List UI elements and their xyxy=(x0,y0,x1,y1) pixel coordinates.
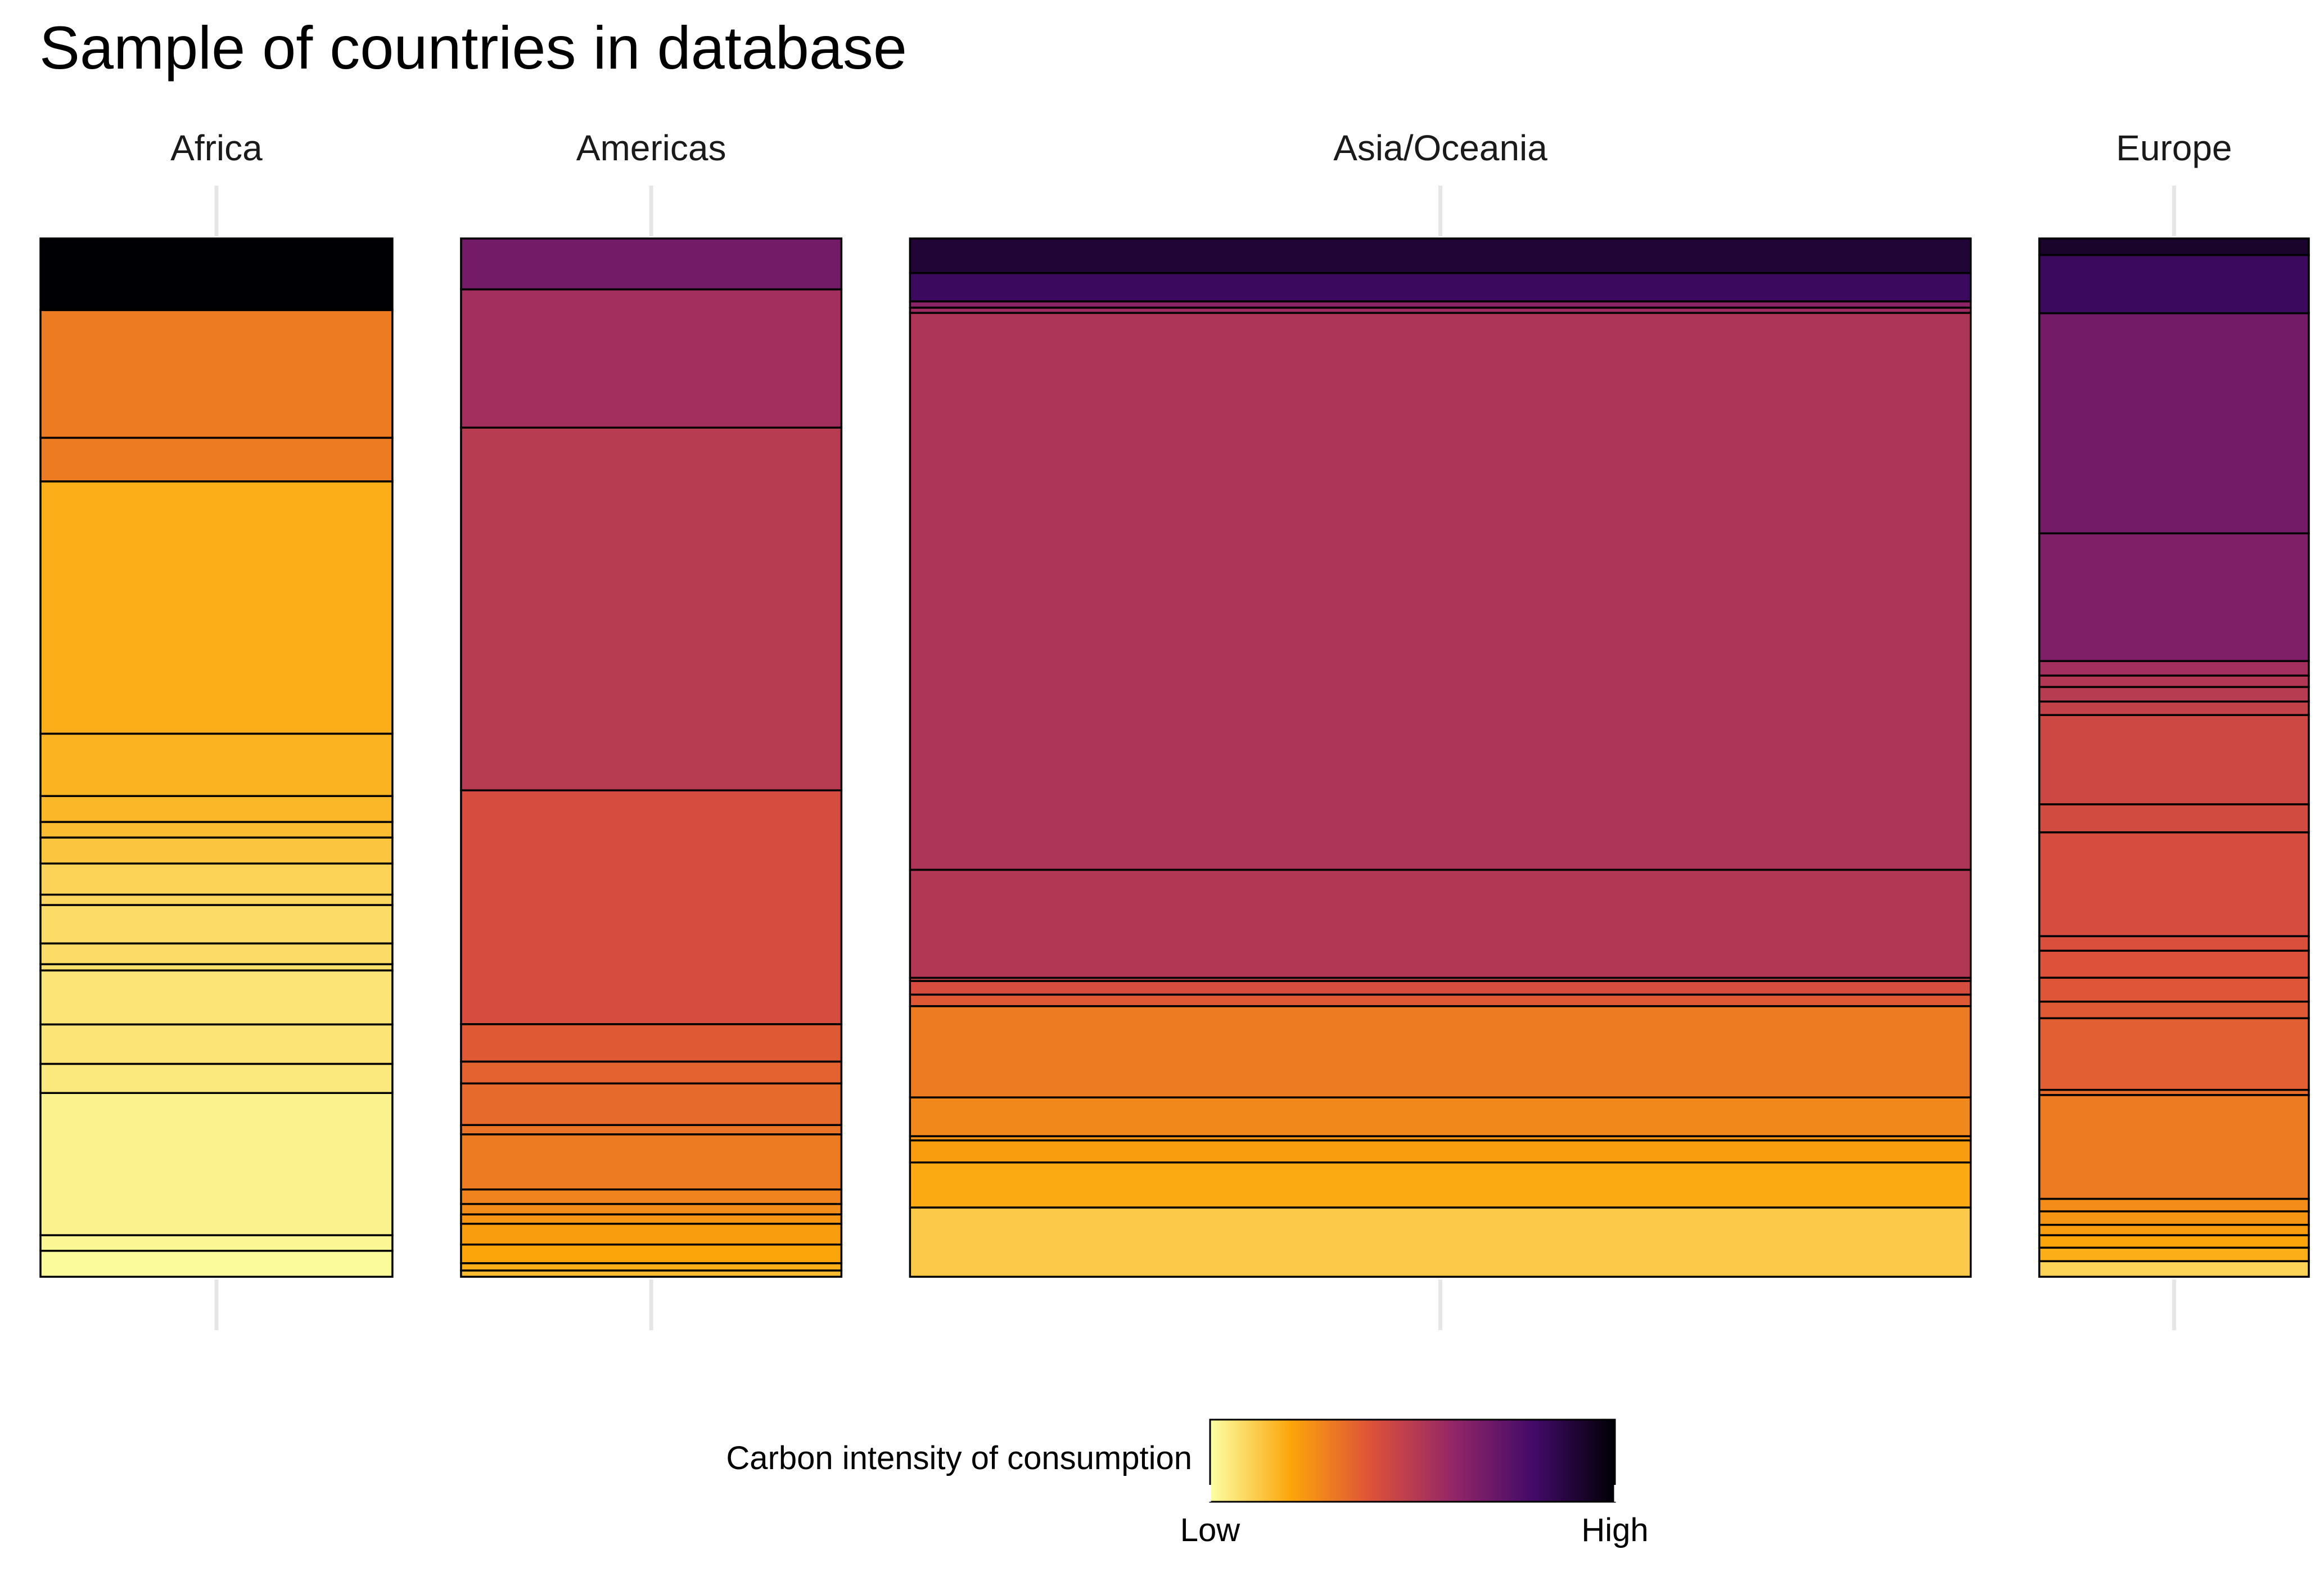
treemap-tile xyxy=(460,237,843,291)
treemap-tile xyxy=(39,436,394,483)
treemap-tile xyxy=(909,1139,1972,1164)
treemap-tile xyxy=(2038,935,2310,952)
treemap-tile xyxy=(2038,714,2310,805)
treemap-tile xyxy=(909,993,1972,1007)
treemap-tile xyxy=(2038,1260,2310,1278)
facet-asia-oceania: Asia/Oceania xyxy=(909,128,1972,1330)
treemap-tile xyxy=(460,1223,843,1246)
treemap-tile xyxy=(2038,1094,2310,1200)
legend-high-label: High xyxy=(1581,1512,1648,1548)
treemap-tile xyxy=(39,836,394,865)
treemap-tile xyxy=(2038,1246,2310,1263)
treemap-tile xyxy=(39,942,394,966)
treemap-tile xyxy=(2038,1197,2310,1213)
treemap-tile xyxy=(909,272,1972,303)
treemap-tile xyxy=(909,980,1972,996)
treemap-tile xyxy=(2038,1234,2310,1249)
treemap-tile xyxy=(39,795,394,823)
treemap-tile xyxy=(2038,949,2310,979)
legend: Carbon intensity of consumption Low High xyxy=(726,1419,1649,1548)
treemap-tile xyxy=(39,1023,394,1065)
treemap-tile xyxy=(2038,700,2310,717)
treemap-tile xyxy=(460,1082,843,1126)
treemap-tile xyxy=(460,1262,843,1272)
treemap-tile xyxy=(39,309,394,439)
treemap-tile xyxy=(2038,1210,2310,1226)
treemap-tile xyxy=(39,969,394,1026)
treemap-tile xyxy=(39,821,394,839)
treemap-tile xyxy=(39,1234,394,1252)
facet-label: Africa xyxy=(170,128,263,168)
legend-color-bar xyxy=(1209,1419,1616,1503)
treemap-tile xyxy=(2038,1001,2310,1020)
treemap-tile xyxy=(460,1133,843,1191)
treemap-tile xyxy=(2038,312,2310,535)
treemap-tile xyxy=(2038,976,2310,1003)
treemap-tile xyxy=(2038,803,2310,834)
treemap-tile xyxy=(2038,674,2310,688)
treemap-tile xyxy=(460,1124,843,1136)
facet-label: Americas xyxy=(576,128,726,168)
treemap-tile xyxy=(460,1188,843,1205)
treemap-tile xyxy=(460,288,843,429)
facet-europe: Europe xyxy=(2038,128,2310,1330)
treemap-tile xyxy=(39,480,394,735)
treemap-tile xyxy=(2038,532,2310,663)
treemap-tile xyxy=(2038,686,2310,703)
treemap-tile xyxy=(2038,1017,2310,1091)
facet-americas: Americas xyxy=(460,128,843,1330)
treemap-tile xyxy=(39,893,394,906)
chart-title: Sample of countries in database xyxy=(39,13,907,82)
treemap-tile xyxy=(2038,237,2310,256)
treemap-tile xyxy=(460,1269,843,1278)
treemap-tile xyxy=(909,1206,1972,1278)
treemap-tile xyxy=(460,426,843,791)
treemap-tile xyxy=(909,312,1972,871)
treemap-tile xyxy=(39,862,394,896)
treemap-tile xyxy=(39,1062,394,1095)
treemap-tile xyxy=(909,237,1972,274)
treemap-tile xyxy=(460,1243,843,1264)
treemap-tile xyxy=(909,1005,1972,1098)
legend-low-label: Low xyxy=(1180,1512,1241,1548)
facet-label: Europe xyxy=(2116,128,2232,168)
treemap-tile xyxy=(2038,1223,2310,1236)
treemap-tile xyxy=(39,1250,394,1278)
treemap-tile xyxy=(909,1161,1972,1209)
facet-africa: Africa xyxy=(39,128,394,1330)
treemap-tile xyxy=(460,1060,843,1085)
treemap-tile xyxy=(909,1096,1972,1137)
treemap-tile xyxy=(909,868,1972,979)
treemap-tile xyxy=(460,1023,843,1063)
treemap-tile xyxy=(39,904,394,945)
treemap-tile xyxy=(460,1213,843,1225)
treemap-tile xyxy=(460,1203,843,1215)
facet-label: Asia/Oceania xyxy=(1333,128,1547,168)
legend-title: Carbon intensity of consumption xyxy=(726,1440,1192,1476)
treemap-tile xyxy=(39,237,394,312)
treemap-tile xyxy=(2038,254,2310,314)
treemap-tile xyxy=(460,789,843,1025)
facets-layer: Africa Americas Asia/Oceania Europe xyxy=(39,128,2310,1330)
treemap-tile xyxy=(39,1092,394,1236)
treemap-tile xyxy=(39,732,394,798)
treemap-tile xyxy=(2038,831,2310,938)
treemap-tile xyxy=(2038,660,2310,677)
